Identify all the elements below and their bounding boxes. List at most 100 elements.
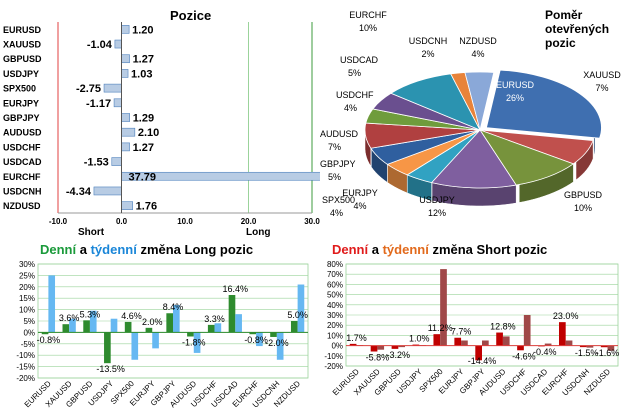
pie-percent: 4% [330, 208, 343, 218]
bar [607, 345, 615, 351]
plot-frame [345, 263, 619, 367]
bar [517, 345, 524, 351]
position-bar [111, 157, 122, 166]
pie-percent: 4% [471, 49, 484, 59]
y-tick-label: 15% [19, 294, 35, 303]
pie-percent: 10% [359, 23, 377, 33]
bar [214, 323, 222, 333]
y-tick-label: 30% [19, 260, 35, 269]
y-tick-label: 0% [23, 328, 35, 337]
bar [461, 340, 468, 346]
data-label: -5.8% [366, 353, 390, 363]
position-bar [121, 127, 136, 137]
y-tick-label: 80% [327, 260, 343, 269]
bar [398, 345, 406, 348]
pie-label: GBPUSD [564, 190, 603, 200]
category-label: USDCAD [3, 157, 42, 167]
data-label: 8.4% [163, 302, 184, 312]
value-label: 2.10 [138, 127, 159, 139]
category-label: AUDUSD [3, 128, 42, 138]
value-label: 1.20 [132, 24, 153, 36]
short-title-and: a [368, 242, 383, 257]
bar [276, 332, 284, 360]
pie-label: USDCHF [336, 90, 374, 100]
category-label: SPX500 [3, 84, 36, 94]
value-label: 37.79 [129, 171, 157, 183]
long-title-weekly: týdenní [90, 242, 137, 257]
bar [440, 269, 447, 346]
y-tick-label: -10% [324, 352, 343, 361]
y-tick-label: 40% [327, 301, 343, 310]
position-bar [103, 83, 122, 93]
data-label: 5.3% [80, 309, 101, 319]
positions-chart: EURUSD 1.20 XAUUSD -1.04 GBPUSD 1.27 USDJPY 1.0… [3, 22, 320, 238]
pie-label: XAUUSD [583, 70, 621, 80]
x-tick-label: 20.0 [241, 217, 257, 226]
ratio-title: Poměr otevřených pozic [545, 8, 609, 50]
short-label: Short [78, 227, 105, 238]
bar [558, 322, 566, 346]
long-change-title: Denní a týdenní změna Long pozic [40, 242, 253, 257]
bar [187, 332, 194, 337]
position-bar [121, 54, 130, 64]
bar [152, 332, 159, 349]
x-tick-label: 30.0 [304, 217, 320, 226]
pie-slice [430, 129, 517, 189]
bar [235, 314, 242, 333]
y-tick-label: -10% [16, 351, 35, 360]
data-label: -1.6% [596, 348, 620, 358]
bar [297, 284, 305, 333]
pie-percent: 26% [506, 93, 524, 103]
bar [145, 327, 153, 333]
pie-percent: 4% [344, 103, 357, 113]
category-label: USDJPY [3, 69, 39, 79]
y-tick-label: 20% [327, 321, 343, 330]
bar [193, 332, 201, 353]
category-label: EURJPY [3, 98, 39, 108]
ratio-title-line-2: otevřených [545, 22, 610, 36]
y-tick-label: 0% [331, 342, 343, 351]
y-tick-label: 70% [327, 270, 343, 279]
bar [166, 313, 173, 333]
bar [454, 337, 462, 346]
pie-percent: 2% [421, 49, 434, 59]
ratio-title-line-1: Poměr [545, 8, 583, 22]
short-title-daily: Denní [332, 242, 369, 257]
data-label: -0.8% [244, 335, 268, 345]
category-label: GBPJPY [3, 113, 40, 123]
data-label: 7.7% [451, 327, 472, 337]
position-bar [121, 142, 130, 152]
bar [256, 332, 263, 347]
ratio-title-line-3: pozic [545, 36, 576, 50]
data-label: -2.0% [265, 338, 289, 348]
value-label: 1.27 [133, 54, 154, 66]
y-tick-label: -20% [324, 362, 343, 371]
y-tick-label: 20% [19, 283, 35, 292]
category-label: EURUSD [3, 25, 42, 35]
long-label: Long [246, 227, 270, 238]
data-label: 1.7% [346, 333, 367, 343]
bar [370, 345, 378, 352]
data-label: -1.8% [182, 338, 206, 348]
data-label: -4.6% [512, 351, 536, 361]
pie-label: GBPJPY [320, 159, 356, 169]
pie-label: AUDUSD [320, 129, 359, 139]
y-tick-label: -20% [16, 374, 35, 383]
data-label: 12.8% [490, 322, 516, 332]
data-label: 5.0% [287, 310, 308, 320]
bar [290, 321, 298, 333]
category-label: EURCHF [3, 172, 41, 182]
pie-percent: 10% [574, 203, 592, 213]
bar [377, 345, 385, 350]
position-bar [121, 201, 133, 210]
data-label: -1.5% [575, 348, 599, 358]
bar [349, 343, 357, 346]
bar [48, 275, 56, 333]
pie-percent: 5% [348, 68, 361, 78]
bar [482, 340, 489, 346]
bar [131, 332, 139, 360]
bar [83, 320, 90, 333]
bar [586, 345, 594, 348]
bar [89, 310, 97, 333]
data-label: -14.4% [468, 356, 497, 366]
